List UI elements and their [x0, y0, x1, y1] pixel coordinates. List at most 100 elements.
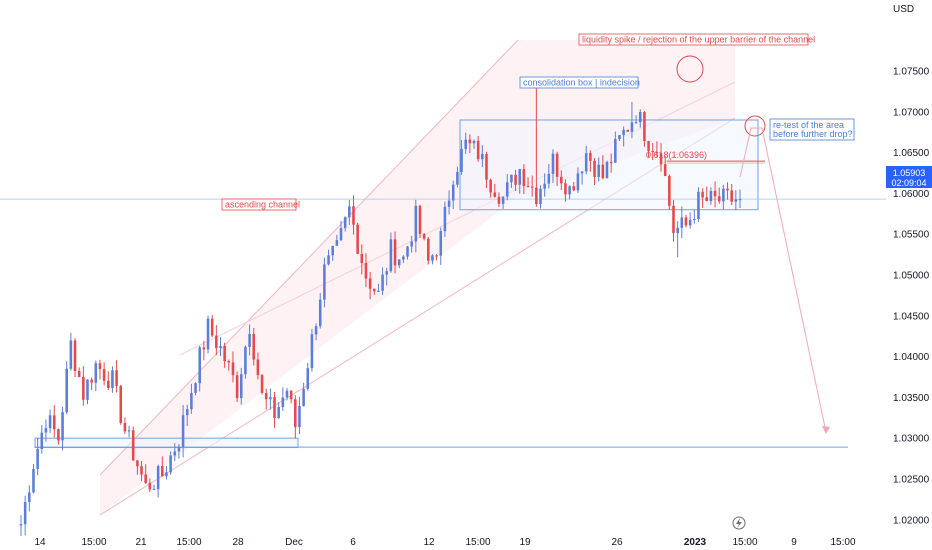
time-tick-label: Dec — [285, 537, 303, 548]
candles-layer — [19, 80, 742, 536]
candle-body — [173, 451, 177, 456]
lightning-icon[interactable] — [732, 516, 746, 530]
candle-body — [593, 160, 596, 177]
price-tick-label: 1.07000 — [893, 107, 930, 118]
candle-body — [493, 192, 497, 197]
candle-body — [618, 135, 621, 140]
time-tick-label: 14 — [34, 537, 46, 548]
candle-body — [94, 363, 98, 383]
candle-body — [289, 390, 293, 400]
candle-body — [77, 371, 81, 378]
fib-label: 0.618(1.06396) — [646, 150, 707, 160]
zones-layer — [0, 119, 886, 449]
candle-body — [547, 173, 551, 184]
candle-body — [564, 183, 567, 195]
consolidation-box[interactable] — [459, 119, 759, 211]
candle-body — [281, 397, 285, 408]
candle-body — [223, 345, 226, 362]
candle-body — [298, 406, 301, 428]
candle-body — [468, 139, 472, 144]
candle-body — [140, 466, 143, 475]
candle-body — [476, 140, 480, 160]
candle-body — [535, 187, 538, 205]
price-tick-label: 1.02000 — [893, 515, 930, 526]
candle-body — [36, 449, 39, 469]
candle-body — [239, 374, 243, 399]
candle-body — [668, 175, 671, 206]
candle-body — [318, 299, 322, 327]
candle-body — [651, 150, 655, 153]
price-tick-label: 1.04000 — [893, 352, 930, 363]
candle-body — [306, 368, 310, 389]
candle-body — [231, 362, 235, 376]
candle-body — [539, 188, 542, 205]
candle-body — [734, 199, 738, 202]
candle-body — [693, 219, 696, 221]
candle-body — [57, 429, 60, 441]
candle-body — [48, 415, 52, 429]
candle-body — [177, 446, 181, 452]
time-tick-label: 15:00 — [830, 537, 855, 548]
time-tick-label: 26 — [611, 537, 623, 548]
candle-body — [659, 153, 663, 165]
time-tick-label: 19 — [519, 537, 531, 548]
candle-body — [643, 112, 646, 142]
candle-body — [397, 259, 401, 266]
candle-body — [260, 375, 264, 393]
candle-body — [568, 186, 571, 195]
candle-body — [705, 197, 709, 202]
candle-body — [551, 153, 555, 174]
candle-body — [82, 377, 85, 400]
time-tick-label: 28 — [232, 537, 244, 548]
candle-body — [655, 152, 659, 154]
candle-body — [381, 274, 384, 291]
candle-body — [368, 278, 372, 289]
candle-body — [323, 264, 326, 300]
price-axis[interactable]: USD 1.07500 1.07000 1.06500 1.06000 1.05500 1… — [893, 4, 930, 526]
candle-body — [90, 379, 93, 383]
candle-body — [269, 397, 272, 400]
candle-body — [576, 173, 580, 191]
candle-body — [65, 368, 68, 413]
currency-label: USD — [893, 4, 914, 15]
consolidation-box-label-frame — [519, 76, 639, 89]
candle-body — [456, 171, 459, 185]
candle-body — [709, 190, 713, 202]
candle-body — [377, 290, 380, 292]
candle-body — [572, 186, 576, 191]
price-tick-label: 1.03000 — [893, 434, 930, 445]
candle-body — [464, 139, 467, 149]
candle-body — [626, 129, 630, 132]
candle-body — [584, 153, 588, 172]
candle-body — [248, 333, 251, 347]
time-tick-label: 15:00 — [81, 537, 106, 548]
candle-body — [252, 333, 256, 360]
retest-note-line1: re-test of the area — [773, 120, 844, 130]
candle-body — [393, 239, 397, 266]
time-axis[interactable]: 14 15:00 21 15:00 28 Dec 6 12 15:00 19 26 2023 15:00… — [34, 537, 856, 548]
candle-body — [526, 186, 530, 188]
candle-body — [372, 288, 376, 292]
candle-body — [634, 122, 638, 124]
candle-body — [244, 346, 247, 375]
candle-body — [335, 240, 339, 246]
candle-body — [152, 489, 156, 491]
support-zone-box[interactable] — [34, 437, 299, 449]
liquidity-spike-label-frame — [578, 33, 809, 46]
candle-body — [123, 422, 127, 432]
candle-body — [185, 409, 189, 416]
candle-body — [106, 380, 110, 388]
candle-body — [364, 262, 368, 279]
price-tick-label: 1.04500 — [893, 311, 930, 322]
candle-body — [717, 196, 721, 202]
candle-body — [688, 219, 692, 226]
candle-body — [501, 196, 505, 204]
candle-body — [560, 176, 563, 184]
candle-body — [589, 153, 592, 161]
candle-body — [605, 162, 609, 179]
candle-body — [439, 231, 443, 256]
candle-body — [722, 188, 725, 202]
candle-body — [144, 474, 147, 483]
candle-body — [410, 241, 413, 247]
